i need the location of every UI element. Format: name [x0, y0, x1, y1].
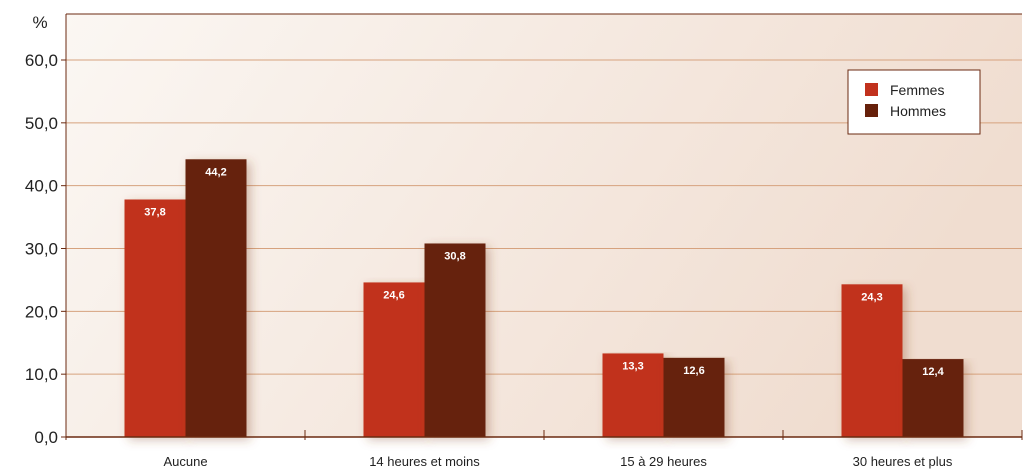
- y-tick-label: 0,0: [34, 428, 58, 447]
- data-label: 12,4: [922, 366, 944, 378]
- y-tick-label: 60,0: [25, 51, 58, 70]
- bar-hommes-0: [185, 159, 247, 437]
- data-label: 37,8: [144, 206, 165, 218]
- data-label: 24,3: [861, 291, 882, 303]
- data-labels: 37,8 44,2 24,6 30,8 13,3 12,6 24,3 12,4: [144, 166, 944, 378]
- legend: Femmes Hommes: [847, 69, 981, 135]
- x-category-label: 14 heures et moins: [369, 454, 480, 469]
- bar-femmes-1: [363, 282, 425, 437]
- x-axis: Aucune 14 heures et moins 15 à 29 heures 30…: [65, 13, 1023, 469]
- bar-hommes-2: [663, 357, 725, 437]
- bars: [124, 159, 964, 437]
- y-axis-ticks: 0,0 10,0 20,0 30,0 40,0 50,0 60,0: [25, 51, 66, 447]
- data-label: 44,2: [205, 166, 226, 178]
- legend-swatch-femmes: [865, 83, 878, 96]
- legend-swatch-hommes: [865, 104, 878, 117]
- y-axis-unit: %: [32, 13, 47, 32]
- legend-box: [847, 69, 981, 135]
- y-tick-label: 40,0: [25, 177, 58, 196]
- bar-femmes-2: [602, 353, 664, 437]
- legend-label-femmes: Femmes: [890, 82, 944, 98]
- y-tick-label: 10,0: [25, 365, 58, 384]
- data-label: 12,6: [683, 365, 704, 377]
- legend-label-hommes: Hommes: [890, 103, 946, 119]
- data-label: 24,6: [383, 289, 404, 301]
- y-tick-label: 20,0: [25, 302, 58, 321]
- x-category-label: 15 à 29 heures: [620, 454, 707, 469]
- x-category-label: 30 heures et plus: [853, 454, 953, 469]
- bar-femmes-0: [124, 199, 186, 437]
- y-tick-label: 30,0: [25, 240, 58, 259]
- x-category-label: Aucune: [163, 454, 207, 469]
- bar-femmes-3: [841, 284, 903, 437]
- data-label: 13,3: [622, 360, 643, 372]
- y-tick-label: 50,0: [25, 114, 58, 133]
- data-label: 30,8: [444, 250, 465, 262]
- bar-hommes-3: [902, 359, 964, 437]
- bar-hommes-1: [424, 243, 486, 437]
